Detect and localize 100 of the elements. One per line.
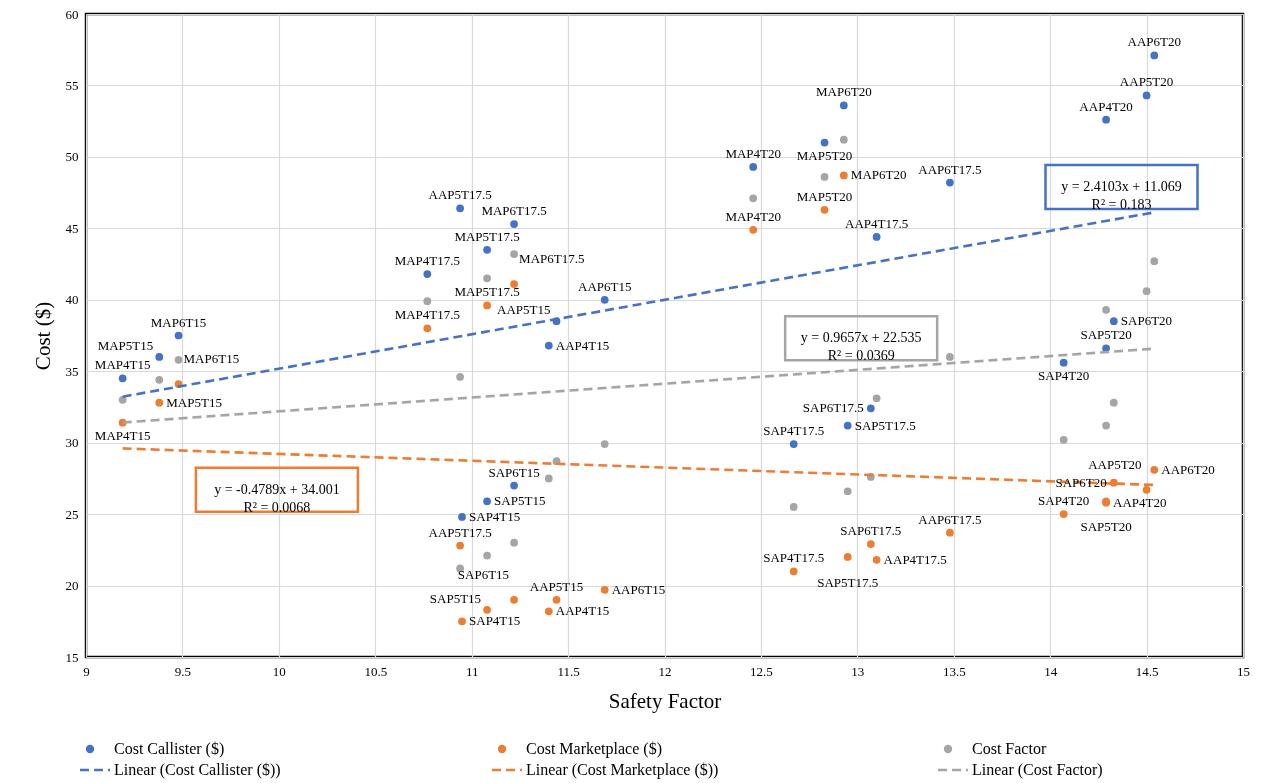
data-label: AAP4T20 bbox=[1113, 494, 1167, 510]
x-tick-label: 10.5 bbox=[364, 663, 388, 679]
x-tick-label: 13 bbox=[851, 663, 865, 679]
legend-label: Cost Factor bbox=[972, 740, 1047, 757]
data-label: MAP6T17.5 bbox=[481, 203, 547, 219]
point bbox=[1150, 257, 1159, 266]
data-label: SAP5T20 bbox=[1080, 519, 1132, 535]
point bbox=[456, 373, 464, 381]
point bbox=[155, 353, 164, 361]
y-tick-label: 45 bbox=[65, 220, 79, 236]
x-tick-label: 10 bbox=[272, 663, 286, 679]
point bbox=[552, 595, 561, 604]
point bbox=[600, 585, 609, 594]
y-tick-label: 50 bbox=[65, 149, 79, 165]
data-label: MAP5T15 bbox=[166, 394, 222, 410]
data-label: AAP5T17.5 bbox=[428, 187, 492, 203]
x-tick-label: 12.5 bbox=[750, 663, 773, 679]
data-label: SAP6T15 bbox=[488, 464, 540, 480]
point bbox=[1059, 510, 1068, 518]
data-label: MAP6T20 bbox=[850, 167, 907, 183]
point bbox=[872, 233, 881, 241]
point bbox=[820, 138, 829, 147]
point bbox=[456, 204, 464, 213]
data-label: MAP4T20 bbox=[725, 145, 782, 161]
legend-label: Linear (Cost Callister ($)) bbox=[114, 761, 281, 779]
data-label: SAP6T15 bbox=[457, 566, 510, 582]
data-label: SAP6T17.5 bbox=[802, 400, 864, 416]
point bbox=[789, 503, 798, 511]
point bbox=[820, 205, 829, 214]
point bbox=[155, 375, 164, 384]
point bbox=[174, 331, 183, 340]
point bbox=[789, 567, 798, 576]
point bbox=[510, 481, 518, 490]
point bbox=[1102, 115, 1110, 124]
point bbox=[1102, 421, 1110, 430]
x-tick-label: 9.5 bbox=[174, 663, 192, 679]
point bbox=[1059, 358, 1068, 367]
data-label: AAP6T17.5 bbox=[918, 511, 982, 527]
point bbox=[789, 440, 798, 448]
data-label: SAP5T17.5 bbox=[854, 417, 916, 433]
point bbox=[458, 513, 466, 521]
data-label: SAP5T15 bbox=[429, 590, 482, 606]
point bbox=[843, 487, 852, 496]
point bbox=[118, 374, 127, 383]
point bbox=[544, 341, 553, 350]
data-label: SAP5T20 bbox=[1080, 327, 1132, 343]
data-label: SAP4T17.5 bbox=[763, 423, 825, 439]
point bbox=[118, 395, 127, 404]
point bbox=[510, 595, 518, 604]
data-label: AAP4T15 bbox=[555, 337, 610, 353]
data-label: SAP5T15 bbox=[494, 493, 546, 509]
data-label: SAP4T20 bbox=[1038, 367, 1090, 383]
point bbox=[155, 398, 164, 407]
point bbox=[749, 225, 758, 234]
point bbox=[544, 607, 553, 616]
y-tick-label: 25 bbox=[65, 506, 79, 522]
x-tick-label: 15 bbox=[1237, 663, 1250, 679]
data-label: AAP6T20 bbox=[1161, 461, 1215, 477]
point bbox=[1150, 465, 1159, 474]
data-label: SAP4T20 bbox=[1038, 493, 1090, 509]
x-tick-label: 14 bbox=[1044, 663, 1058, 679]
data-label: SAP6T20 bbox=[1120, 313, 1173, 329]
point bbox=[510, 250, 518, 258]
data-label: AAP4T17.5 bbox=[883, 551, 947, 567]
point bbox=[510, 280, 518, 288]
point bbox=[510, 538, 518, 547]
point bbox=[423, 270, 432, 278]
data-label: SAP5T17.5 bbox=[817, 574, 879, 590]
data-label: MAP6T15 bbox=[183, 351, 240, 367]
data-label: AAP6T20 bbox=[1127, 34, 1182, 50]
point bbox=[423, 324, 432, 333]
y-tick-label: 40 bbox=[65, 292, 79, 308]
point bbox=[843, 421, 852, 430]
data-label: MAP5T20 bbox=[796, 147, 853, 163]
point bbox=[1109, 317, 1118, 326]
data-label: AAP6T15 bbox=[611, 581, 666, 597]
data-label: AAP4T20 bbox=[1079, 98, 1133, 114]
data-label: SAP4T17.5 bbox=[763, 550, 825, 566]
point bbox=[866, 540, 875, 548]
legend-label: Linear (Cost Marketplace ($)) bbox=[526, 761, 719, 779]
data-label: MAP5T17.5 bbox=[454, 228, 520, 244]
y-tick-label: 15 bbox=[65, 649, 79, 665]
data-label: MAP6T20 bbox=[816, 84, 872, 100]
point bbox=[483, 605, 491, 614]
point bbox=[483, 497, 491, 506]
data-label: AAP4T17.5 bbox=[845, 215, 909, 231]
data-label: MAP6T15 bbox=[150, 314, 207, 330]
data-label: SAP6T17.5 bbox=[840, 523, 902, 539]
data-label: MAP6T17.5 bbox=[519, 251, 585, 267]
point bbox=[1142, 485, 1151, 494]
point bbox=[1142, 91, 1151, 100]
point bbox=[544, 474, 553, 483]
data-label: AAP5T20 bbox=[1088, 456, 1142, 472]
data-label: MAP5T17.5 bbox=[454, 284, 520, 300]
x-tick-label: 13.5 bbox=[942, 663, 966, 679]
point bbox=[946, 178, 954, 187]
point bbox=[749, 194, 758, 203]
data-label: AAP4T15 bbox=[555, 603, 610, 619]
data-label: AAP5T20 bbox=[1119, 74, 1174, 90]
y-tick-label: 60 bbox=[65, 6, 79, 22]
